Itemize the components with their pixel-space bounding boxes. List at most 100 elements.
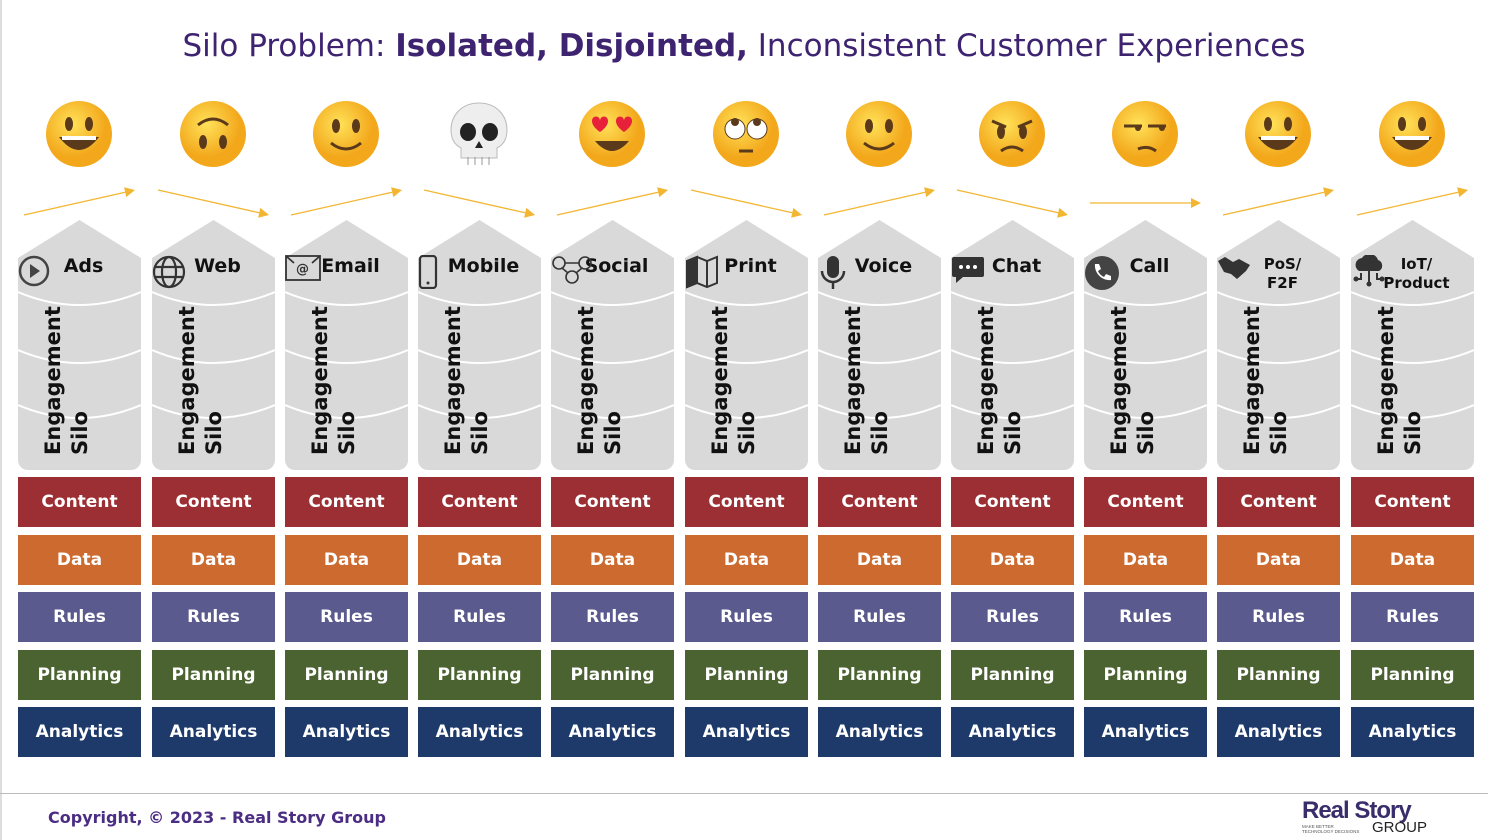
rules-layer: Rules (551, 592, 674, 642)
rules-layer: Rules (685, 592, 808, 642)
data-layer: Data (18, 535, 141, 585)
engagement-silo: Chat Engagement Silo (951, 220, 1074, 470)
rules-layer: Rules (285, 592, 408, 642)
journey-arrow (290, 187, 402, 216)
slight-smile-emoji-icon (844, 99, 914, 169)
silo-label-line-2: Silo (735, 411, 759, 455)
analytics-layer: Analytics (1351, 707, 1474, 757)
rules-layer: Rules (1351, 592, 1474, 642)
channel-header: @ Email (285, 255, 408, 281)
silo-label-line-2: Silo (202, 411, 226, 455)
analytics-layer: Analytics (285, 707, 408, 757)
planning-layer: Planning (1217, 650, 1340, 700)
grinning-emoji-icon (1377, 99, 1447, 169)
rules-layer: Rules (951, 592, 1074, 642)
journey-arrow (556, 187, 668, 216)
svg-text:TECHNOLOGY DECISIONS: TECHNOLOGY DECISIONS (1302, 829, 1359, 834)
rules-layer: Rules (1217, 592, 1340, 642)
silo-label-line-2: Silo (68, 411, 92, 455)
silo-label-line-1: Engagement (574, 306, 598, 455)
silo-label-line-1: Engagement (708, 306, 732, 455)
journey-arrow (823, 187, 935, 216)
channel-header: Mobile (418, 255, 541, 289)
silo-label-line-2: Silo (1134, 411, 1158, 455)
silo-label-line-2: Silo (468, 411, 492, 455)
silo-label: Engagement Silo (707, 306, 761, 455)
planning-layer: Planning (18, 650, 141, 700)
rules-layer: Rules (1084, 592, 1207, 642)
engagement-silo: Mobile Engagement Silo (418, 220, 541, 470)
data-layer: Data (1217, 535, 1340, 585)
channel-name: Social (584, 255, 649, 277)
silo-label: Engagement Silo (40, 306, 94, 455)
silo-label: Engagement Silo (174, 306, 228, 455)
channel-header: Web (152, 255, 275, 289)
planning-layer: Planning (551, 650, 674, 700)
slight-smile-emoji-icon (311, 99, 381, 169)
silo-label: Engagement Silo (307, 306, 361, 455)
angry-emoji-icon (977, 99, 1047, 169)
heart-eyes-emoji-icon (577, 99, 647, 169)
grinning-emoji-icon (44, 99, 114, 169)
channel-name: Email (321, 255, 380, 277)
svg-text:GROUP: GROUP (1372, 819, 1427, 834)
planning-layer: Planning (685, 650, 808, 700)
data-layer: Data (951, 535, 1074, 585)
planning-layer: Planning (1084, 650, 1207, 700)
silo-label-line-2: Silo (868, 411, 892, 455)
upside-down-emoji-icon (178, 99, 248, 169)
planning-layer: Planning (418, 650, 541, 700)
content-layer: Content (1084, 477, 1207, 527)
planning-layer: Planning (818, 650, 941, 700)
channel-header: Ads (18, 255, 141, 287)
journey-arrow (157, 189, 269, 218)
silo-label-line-1: Engagement (1107, 306, 1131, 455)
analytics-layer: Analytics (685, 707, 808, 757)
analytics-layer: Analytics (951, 707, 1074, 757)
svg-text:@: @ (296, 262, 309, 277)
silo-label: Engagement Silo (440, 306, 494, 455)
engagement-silo: @ Email Engagement Silo (285, 220, 408, 470)
silo-label-line-1: Engagement (175, 306, 199, 455)
data-layer: Data (285, 535, 408, 585)
rules-layer: Rules (18, 592, 141, 642)
content-layer: Content (1351, 477, 1474, 527)
silo-label-line-1: Engagement (441, 306, 465, 455)
channel-header: Social (551, 255, 674, 284)
content-layer: Content (818, 477, 941, 527)
channel-name: PoS/ F2F (1263, 255, 1302, 292)
svg-text:MAKE BETTER: MAKE BETTER (1302, 824, 1335, 829)
engagement-silo: Ads Engagement Silo (18, 220, 141, 470)
silo-label: Engagement Silo (573, 306, 627, 455)
journey-arrow (23, 187, 135, 216)
silo-label: Engagement Silo (1106, 306, 1160, 455)
page-title: Silo Problem: Isolated, Disjointed, Inco… (182, 28, 1306, 64)
channel-name: Chat (991, 255, 1042, 277)
planning-layer: Planning (951, 650, 1074, 700)
planning-layer: Planning (285, 650, 408, 700)
journey-arrow (956, 189, 1068, 218)
journey-arrow (423, 189, 535, 218)
analytics-layer: Analytics (18, 707, 141, 757)
planning-layer: Planning (1351, 650, 1474, 700)
rules-layer: Rules (152, 592, 275, 642)
analytics-layer: Analytics (418, 707, 541, 757)
silo-label-line-1: Engagement (308, 306, 332, 455)
channel-name: Ads (63, 255, 104, 277)
channel-header: Call (1084, 255, 1207, 290)
silo-label: Engagement Silo (973, 306, 1027, 455)
analytics-layer: Analytics (818, 707, 941, 757)
silo-label-line-2: Silo (1001, 411, 1025, 455)
grinning-emoji-icon (1243, 99, 1313, 169)
channel-name: Web (194, 255, 241, 277)
silo-label: Engagement Silo (1239, 306, 1293, 455)
footer-divider (0, 793, 1488, 794)
silo-label-line-2: Silo (601, 411, 625, 455)
channel-name: Mobile (447, 255, 520, 277)
planning-layer: Planning (152, 650, 275, 700)
journey-arrow (690, 189, 802, 218)
analytics-layer: Analytics (1084, 707, 1207, 757)
data-layer: Data (1351, 535, 1474, 585)
content-layer: Content (951, 477, 1074, 527)
